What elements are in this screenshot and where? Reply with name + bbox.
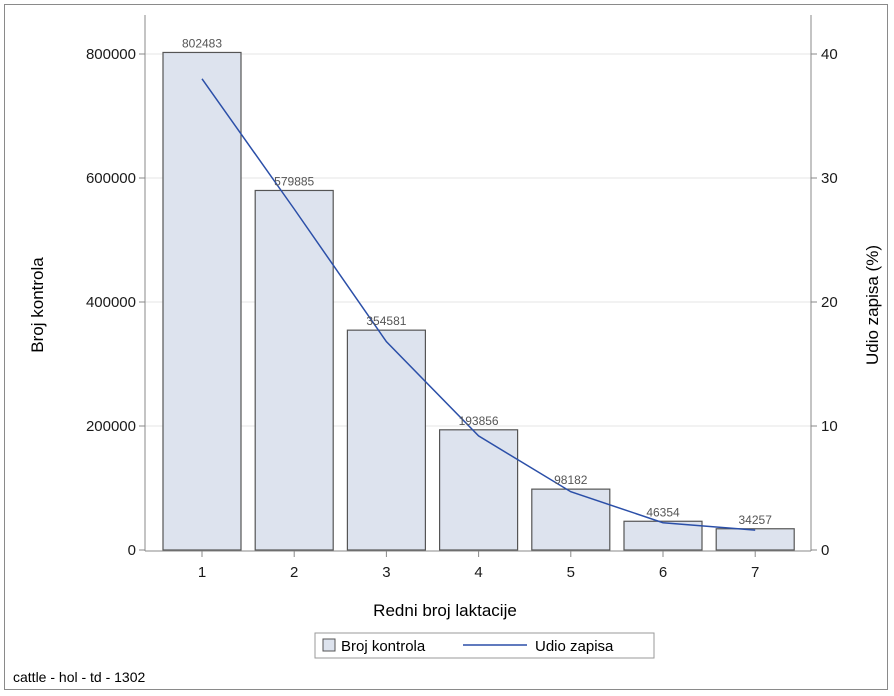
y-axis-title: Broj kontrola	[28, 257, 47, 353]
bar-value-label: 98182	[554, 473, 588, 487]
y-tick-label: 400000	[86, 294, 136, 311]
gridlines	[145, 53, 811, 427]
x-tick-label: 3	[382, 564, 390, 581]
bar-value-label: 46354	[646, 505, 680, 519]
bar	[531, 488, 611, 551]
y-tick-label: 800000	[86, 46, 136, 63]
y-ticks: 0 200000 400000 600000 800000	[86, 46, 145, 559]
legend: Broj kontrola Udio zapisa	[314, 632, 655, 659]
x-axis-title: Redni broj laktacije	[373, 601, 517, 620]
y2-tick-label: 30	[821, 170, 838, 187]
footnote: cattle - hol - td - 1302	[13, 669, 146, 685]
chart-svg: 802483579885354581193856981824635434257 …	[13, 15, 882, 685]
bar-value-label: 193856	[459, 414, 499, 428]
bar-value-label: 354581	[366, 314, 406, 328]
bar	[623, 520, 703, 551]
bar	[346, 329, 426, 551]
bars	[162, 51, 795, 551]
x-ticks: 1 2 3 4 5 6 7	[198, 551, 759, 581]
bar	[254, 189, 334, 551]
y-tick-label: 600000	[86, 170, 136, 187]
x-tick-label: 4	[474, 564, 482, 581]
y-tick-label: 200000	[86, 418, 136, 435]
y2-ticks: 0 10 20 30 40	[811, 46, 838, 559]
x-tick-label: 7	[751, 564, 759, 581]
x-tick-label: 6	[659, 564, 667, 581]
legend-label-bar: Broj kontrola	[341, 638, 426, 655]
bar-value-label: 802483	[182, 36, 222, 50]
x-tick-label: 1	[198, 564, 206, 581]
bar-value-label: 34257	[739, 513, 773, 527]
chart-frame: 802483 579885 354581 193856 98182 46354 34257 …	[4, 4, 888, 690]
legend-border	[314, 632, 655, 659]
legend-label-line: Udio zapisa	[535, 638, 614, 655]
bar-value-label: 579885	[274, 174, 314, 188]
y2-axis-title: Udio zapisa (%)	[863, 245, 882, 365]
axes	[144, 15, 812, 552]
bar	[715, 528, 795, 551]
y2-tick-label: 40	[821, 46, 838, 63]
bar	[162, 51, 242, 551]
y2-tick-label: 20	[821, 294, 838, 311]
y2-tick-label: 10	[821, 418, 838, 435]
y2-tick-label: 0	[821, 542, 829, 559]
bar-data-labels: 802483 579885 354581 193856 98182 46354 34257	[182, 36, 772, 526]
legend-swatch-bar	[322, 638, 336, 652]
line-udio-zapisa	[201, 78, 756, 531]
x-tick-label: 2	[290, 564, 298, 581]
x-tick-label: 5	[567, 564, 575, 581]
bar	[439, 429, 519, 551]
y-tick-label: 0	[128, 542, 136, 559]
line-series	[201, 78, 756, 531]
